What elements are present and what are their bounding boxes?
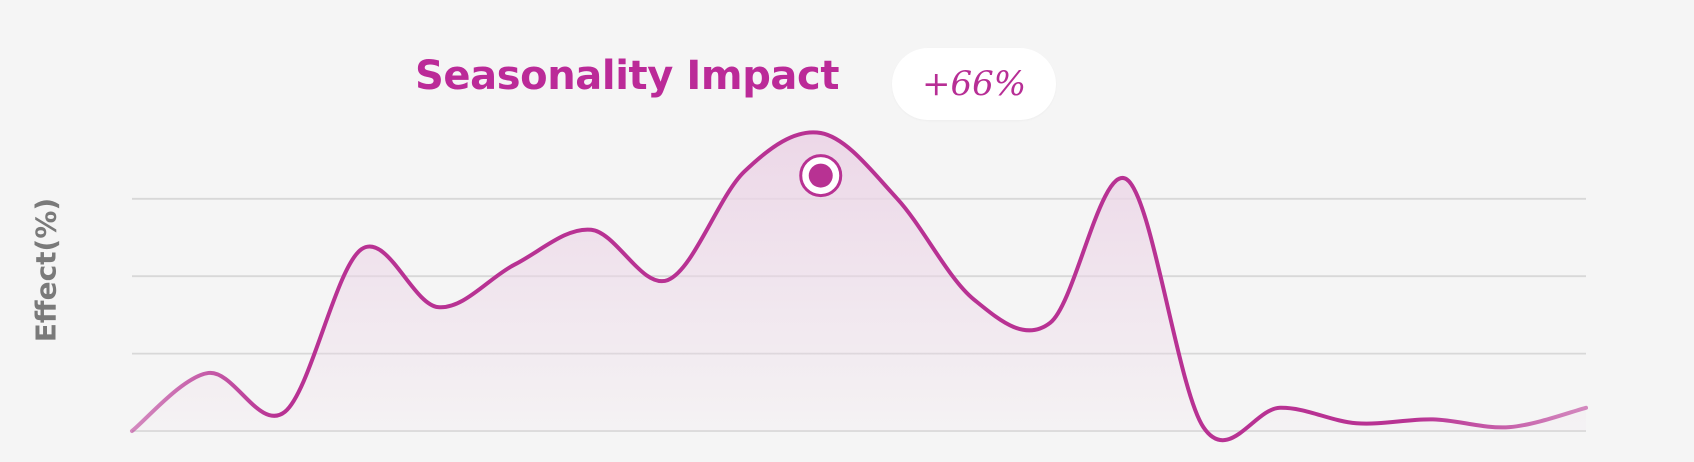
chart-title: Seasonality Impact — [415, 53, 840, 99]
series-line — [130, 130, 1588, 443]
value-callout: +66% — [892, 48, 1056, 120]
highlight-point — [808, 163, 833, 188]
area-fill — [132, 132, 1586, 441]
callout-text: +66% — [921, 64, 1027, 104]
y-axis-label: Effect(%) — [29, 197, 63, 343]
